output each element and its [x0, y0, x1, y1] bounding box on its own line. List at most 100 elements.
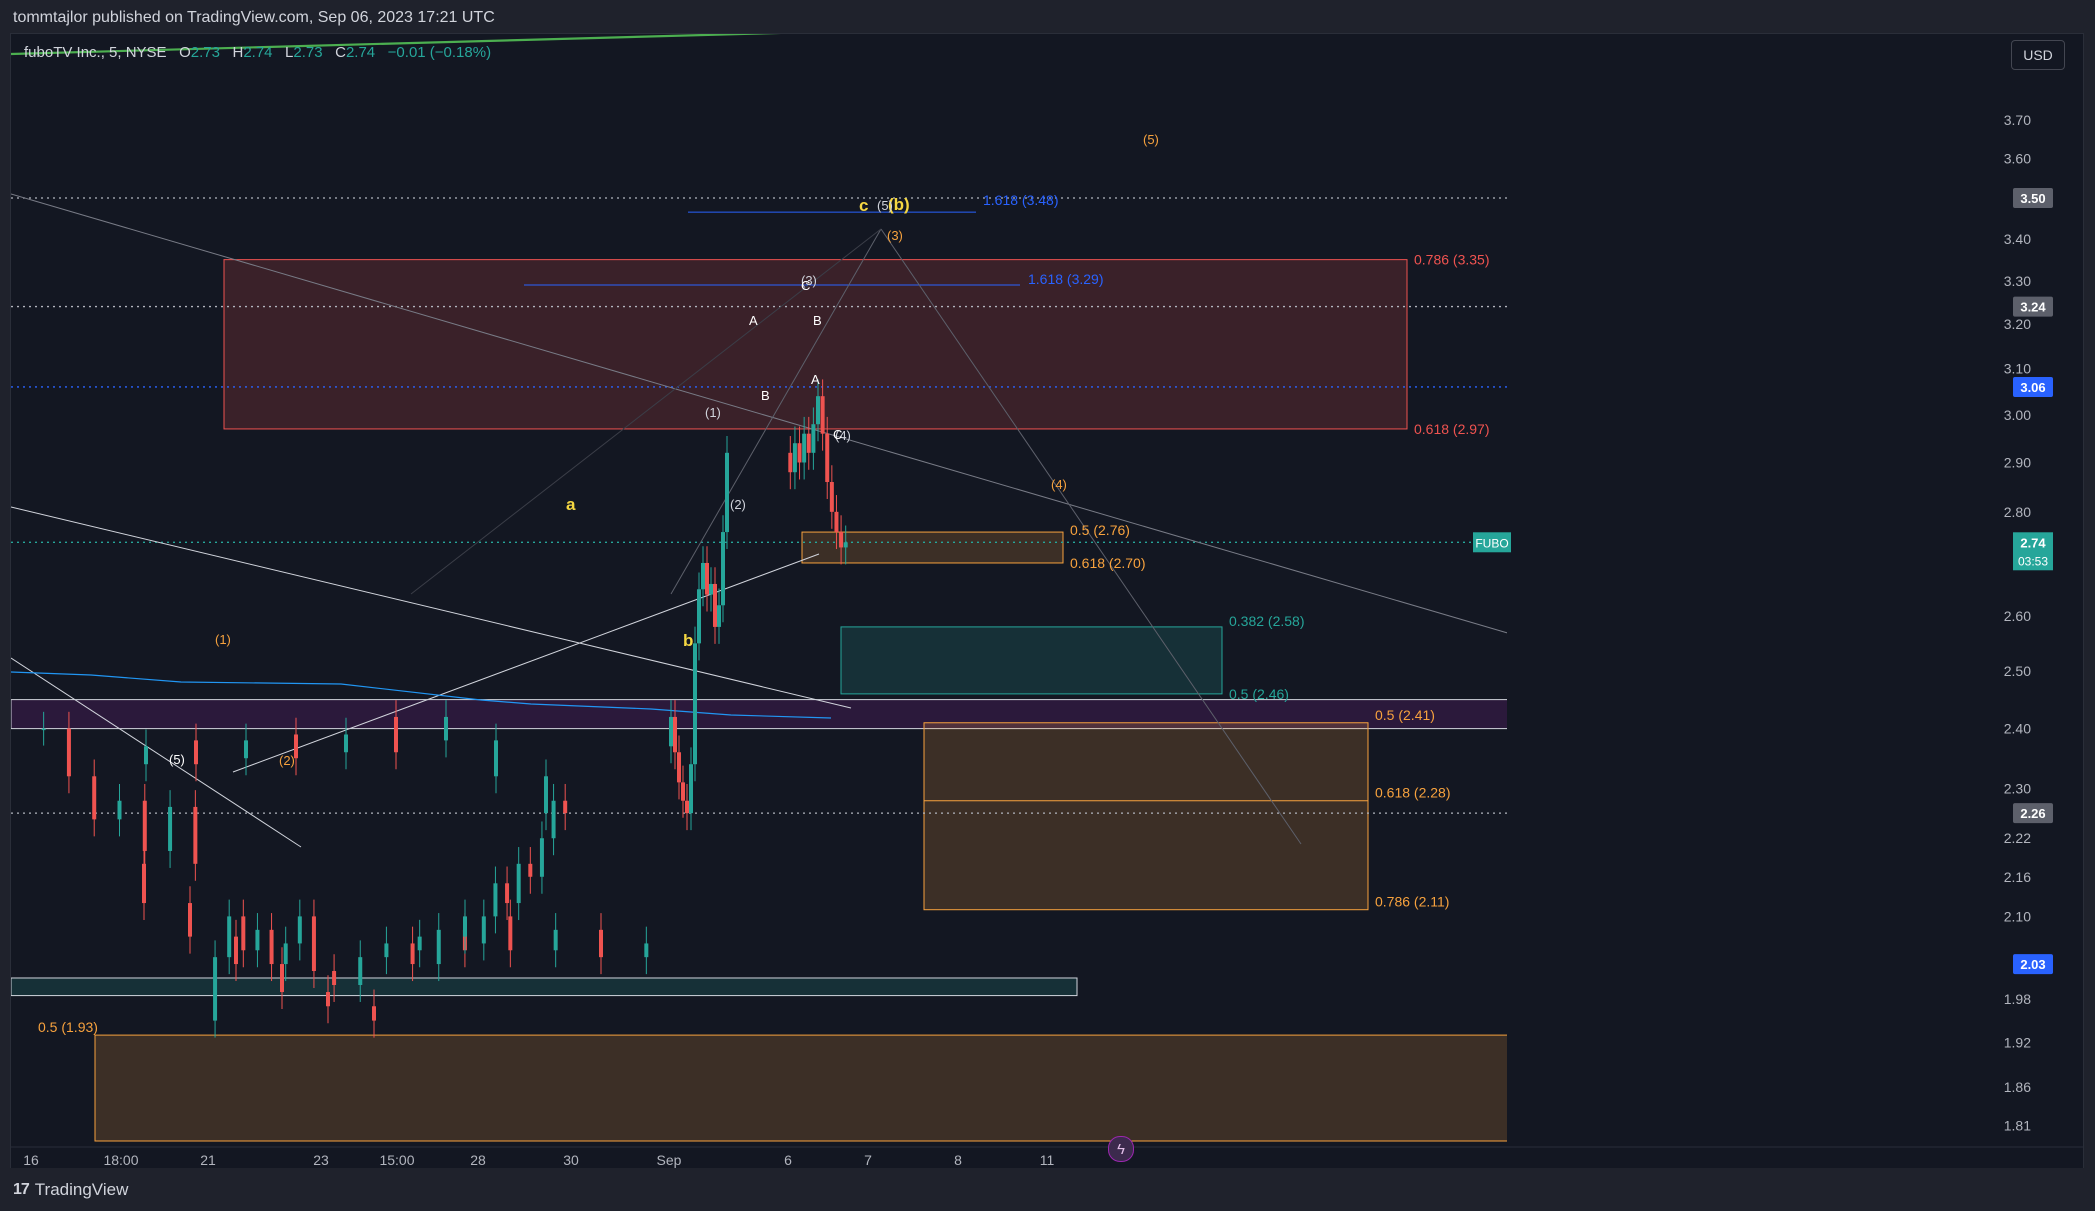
trend-line-4 [11, 34, 782, 56]
tradingview-logo-icon: 17 [13, 1181, 30, 1198]
time-tick-30: 30 [563, 1152, 579, 1168]
zone-orange-large [923, 722, 1369, 911]
candle-body [829, 482, 834, 512]
candle-body [811, 424, 816, 453]
lightning-bolt-icon[interactable]: ϟ [1108, 1136, 1134, 1162]
price-tick-3.70: 3.70 [2004, 112, 2031, 128]
close-label: C [335, 44, 346, 61]
price-tick-3.00: 3.00 [2004, 407, 2031, 423]
price-chart[interactable]: 0.786 (3.35) 0.618 (2.97) 1.618 (3.48) 1.61… [11, 34, 2083, 1169]
price-tag-text: 2.03 [2020, 957, 2045, 972]
time-tick-23: 23 [313, 1152, 329, 1168]
candle-body [358, 957, 363, 986]
candle-body [493, 883, 498, 917]
countdown: 03:53 [2018, 554, 2048, 568]
candle-body [709, 583, 713, 595]
candle-body [481, 916, 486, 944]
zone-purple-band [11, 699, 1512, 730]
price-tick-2.16: 2.16 [2004, 869, 2031, 885]
price-tag-text: 3.50 [2020, 191, 2045, 206]
candle-body [193, 806, 198, 864]
wave-label-2: (5) [169, 752, 185, 767]
candle-body [234, 936, 238, 965]
candle-body [326, 992, 330, 1007]
wave-label-7: (1) [705, 405, 721, 420]
trend-line-6 [880, 228, 1302, 845]
symbol-name[interactable]: fuboTV Inc., 5, NYSE [24, 44, 167, 61]
candle-body [516, 863, 521, 904]
price-tag-3.24: 3.24 [2013, 296, 2053, 317]
fib-label-0786-orange: 0.786 (2.11) [1375, 894, 1449, 910]
price-tag-2.03: 2.03 [2013, 954, 2053, 975]
price-tick-2.90: 2.90 [2004, 454, 2031, 470]
candle-body [677, 752, 681, 783]
low-label: L [285, 44, 294, 61]
wave-label-9: (3) [801, 273, 817, 288]
time-tick-21: 21 [200, 1152, 216, 1168]
wave-label-6: (b) [888, 195, 910, 214]
fib-label-0382-teal: 0.382 (2.58) [1229, 613, 1305, 629]
candle-body [788, 452, 793, 473]
wave-label-19: (4) [1051, 477, 1067, 492]
time-tick-6: 6 [784, 1152, 792, 1168]
fib-label-05-bottom: 0.5 (1.93) [38, 1019, 98, 1035]
wave-label-14: C [801, 278, 810, 293]
trend-line-7 [410, 228, 882, 595]
trend-line-0 [11, 193, 1512, 635]
currency-button[interactable]: USD [2011, 40, 2065, 70]
candle-body [41, 728, 46, 731]
candle-body [685, 800, 689, 814]
trend-line-2 [11, 657, 302, 848]
price-tick-1.98: 1.98 [2004, 991, 2031, 1007]
footer: 17 TradingView [0, 1168, 2095, 1211]
low-value: 2.73 [293, 44, 323, 61]
candle-body [644, 943, 649, 958]
candle-body [283, 943, 288, 965]
candle-body [394, 716, 398, 753]
price-tick-2.10: 2.10 [2004, 908, 2031, 924]
price-tag-box [2013, 954, 2053, 975]
candle-body [725, 452, 729, 533]
candle-body [410, 943, 415, 965]
candle-body [721, 532, 725, 606]
publish-header: tommtajlor published on TradingView.com,… [0, 0, 2095, 36]
price-tag-box [2013, 376, 2053, 397]
candle-body [194, 740, 198, 765]
price-tick-2.30: 2.30 [2004, 780, 2031, 796]
price-tag-text: 3.06 [2020, 380, 2045, 395]
zone-green-support [11, 977, 1078, 997]
candle-body [269, 929, 274, 965]
candle-body [528, 863, 533, 877]
fib-label-0618-orange: 0.618 (2.28) [1375, 785, 1451, 801]
candle-body [689, 764, 693, 814]
candle-body [188, 903, 192, 937]
candle-body [332, 971, 337, 986]
wave-label-4: b [683, 631, 693, 650]
ohlc-legend: fuboTV Inc., 5, NYSE O2.73 H2.74 L2.73 C… [24, 44, 491, 61]
price-tick-1.86: 1.86 [2004, 1079, 2031, 1095]
candle-body [539, 838, 544, 877]
high-label: H [232, 44, 244, 61]
candle-body [280, 964, 284, 993]
trend-line-1 [11, 506, 852, 709]
price-tag-2.26: 2.26 [2013, 803, 2053, 824]
price-tag-box [2013, 296, 2053, 317]
candle-body [372, 1006, 376, 1021]
candle-body [806, 433, 811, 453]
candle-body [168, 806, 173, 851]
candle-body [843, 542, 848, 548]
chart-panel[interactable]: 0.786 (3.35) 0.618 (2.97) 1.618 (3.48) 1.61… [10, 33, 2084, 1170]
candle-body [839, 532, 844, 548]
candle-body [544, 776, 548, 814]
ticker-tag: FUBO [1475, 536, 1508, 550]
zone-red-resistance [223, 259, 1408, 430]
wave-label-17: C [833, 427, 842, 442]
candle-body [697, 589, 701, 644]
wave-label-18: (3) [887, 228, 903, 243]
candle-body [213, 957, 218, 1021]
high-value: 2.74 [243, 44, 273, 61]
candle-body [508, 916, 513, 951]
tradingview-brand[interactable]: 17 TradingView [13, 1180, 128, 1200]
price-tag-box [2013, 803, 2053, 824]
